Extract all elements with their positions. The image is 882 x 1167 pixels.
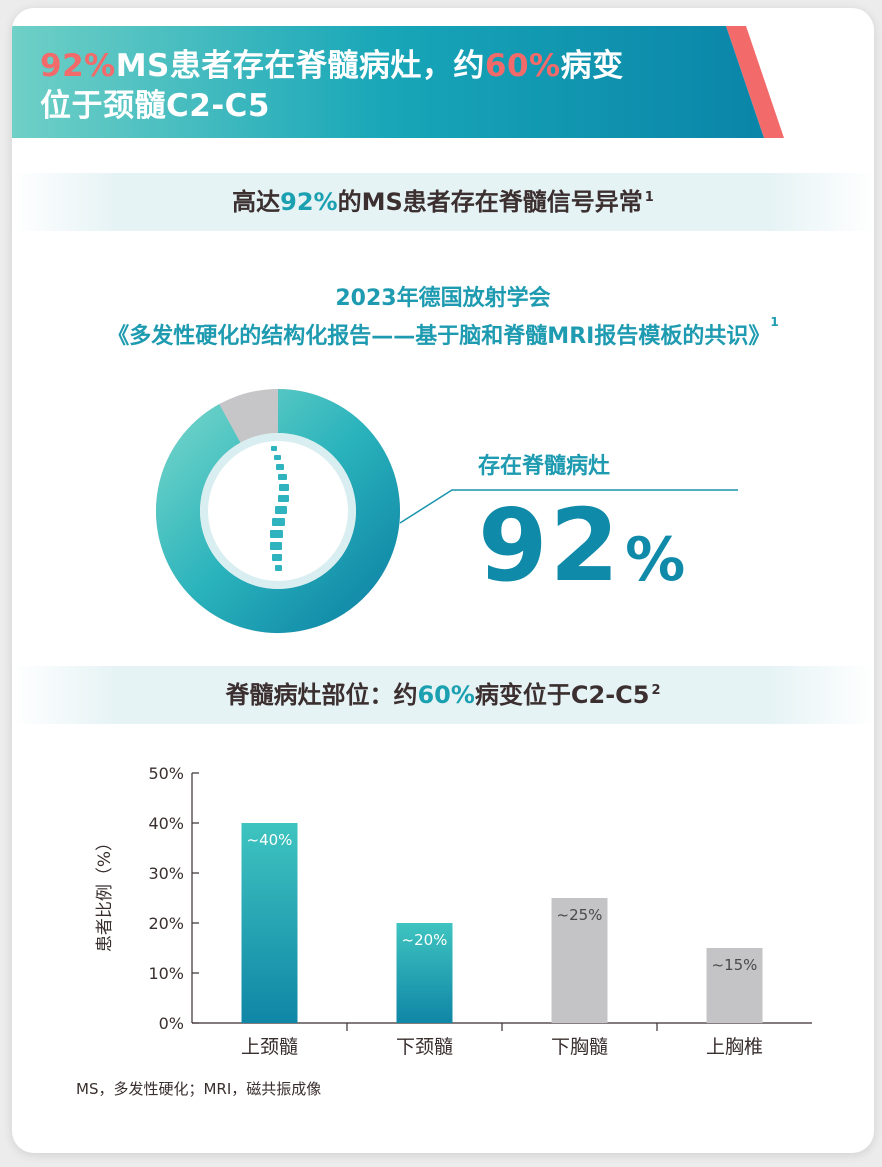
- bar-data-label: ~15%: [712, 956, 758, 974]
- bar-1: [241, 823, 298, 1023]
- y-tick-label: 40%: [148, 814, 184, 833]
- source-org: 2023年德国放射学会: [335, 286, 551, 311]
- y-axis-label: 患者比例（%）: [95, 834, 115, 952]
- section1-title-ref: 1: [644, 190, 654, 205]
- section1-title-pct: 92%: [280, 188, 338, 216]
- x-tick-label: 上颈髓: [241, 1036, 298, 1058]
- source-title-text: 《多发性硬化的结构化报告——基于脑和脊髓MRI报告模板的共识》: [107, 324, 771, 349]
- stat-number: 92: [478, 487, 622, 604]
- section2-title-post: 病变位于C2-C5: [474, 681, 650, 709]
- y-tick-label: 10%: [148, 964, 184, 983]
- spine-icon: [270, 446, 289, 571]
- section2-title: 脊髓病灶部位：约60%病变位于C2-C5 2: [12, 666, 874, 724]
- bar-2: [396, 923, 453, 1023]
- bar-data-label: ~20%: [402, 931, 448, 949]
- header-text-2: 病变: [560, 48, 624, 84]
- y-tick-label: 20%: [148, 914, 184, 933]
- infographic-card: 92%MS患者存在脊髓病灶，约60%病变 位于颈髓C2-C5 高达92%的MS患…: [12, 8, 874, 1153]
- banner-background: [12, 26, 784, 138]
- bar-4: [706, 948, 763, 1023]
- stat-unit: %: [625, 525, 688, 595]
- footnote: MS，多发性硬化；MRI，磁共振成像: [76, 1080, 322, 1098]
- header-pct-2: 60%: [484, 48, 561, 84]
- header-title: 92%MS患者存在脊髓病灶，约60%病变 位于颈髓C2-C5: [40, 46, 740, 126]
- section1-title-pre: 高达: [232, 188, 281, 216]
- bar-data-label: ~40%: [247, 831, 293, 849]
- x-tick-label: 上胸椎: [706, 1036, 763, 1058]
- header-pct-1: 92%: [40, 48, 116, 84]
- section1-title: 高达92%的MS患者存在脊髓信号异常 1: [12, 173, 874, 231]
- y-tick-label: 50%: [148, 764, 184, 783]
- donut-chart: [156, 389, 400, 633]
- section1-title-post: 的MS患者存在脊髓信号异常: [337, 188, 643, 216]
- y-tick-label: 0%: [159, 1014, 184, 1033]
- section2-band: [12, 666, 874, 724]
- x-tick-label: 下胸髓: [551, 1036, 608, 1058]
- section1-band: [12, 173, 874, 231]
- header-banner: 92%MS患者存在脊髓病灶，约60%病变 位于颈髓C2-C5: [12, 26, 812, 138]
- header-text-1: MS患者存在脊髓病灶，约: [115, 48, 485, 84]
- donut-value-arc: [156, 389, 400, 633]
- source-ref: 1: [770, 315, 779, 329]
- header-line-2: 位于颈髓C2-C5: [40, 88, 271, 124]
- bar-data-label: ~25%: [557, 906, 603, 924]
- section2-title-pct: 60%: [417, 681, 475, 709]
- stat-value: 92%: [478, 486, 687, 620]
- section2-title-pre: 脊髓病灶部位：约: [225, 681, 418, 709]
- stat-label: 存在脊髓病灶: [478, 454, 611, 479]
- y-tick-label: 30%: [148, 864, 184, 883]
- bar-chart: 患者比例（%） 0% 10% 20% 30% 40% 50% ~40% 上颈髓 ~20% 下颈髓 ~…: [95, 764, 812, 1058]
- section2-title-ref: 2: [651, 683, 661, 698]
- source-title: 《多发性硬化的结构化报告——基于脑和脊髓MRI报告模板的共识》1: [12, 315, 874, 350]
- x-tick-label: 下颈髓: [396, 1036, 453, 1058]
- bar-3: [551, 898, 608, 1023]
